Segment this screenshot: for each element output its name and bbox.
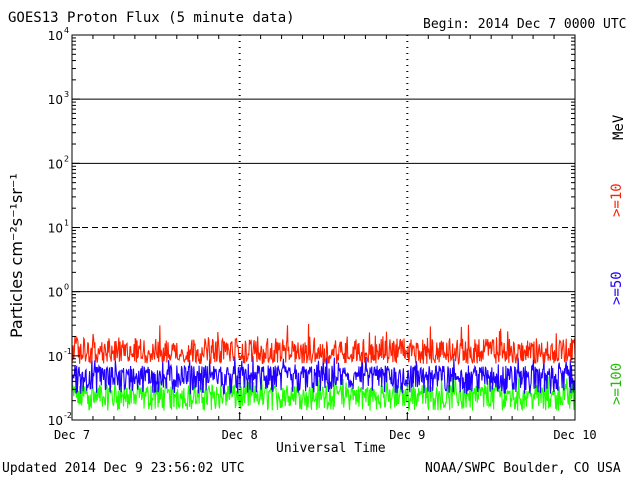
x-axis-label: Universal Time [276,441,386,456]
unit-label: MeV [611,114,627,140]
x-tick-label-3: Dec 10 [553,428,596,442]
ge50-label: >=50 [609,271,625,305]
y-tick-label-2: 10 [48,286,63,300]
y-tick-exp-4: 2 [64,154,69,163]
ge100-label: >=100 [609,362,625,405]
y-tick-exp-1: -1 [64,347,72,356]
x-tick-label-0: Dec 7 [54,428,90,442]
y-tick-exp-6: 4 [64,26,69,35]
y-tick-exp-5: 3 [64,90,69,99]
credit: NOAA/SWPC Boulder, CO USA [425,461,621,476]
y-tick-exp-0: -2 [64,411,72,420]
series-line-1 [71,356,576,395]
y-tick-label-4: 10 [48,157,63,171]
y-tick-exp-3: 1 [64,219,69,228]
y-tick-label-5: 10 [48,93,63,107]
series-line-0 [71,323,576,366]
begin-time: Begin: 2014 Dec 7 0000 UTC [423,17,627,32]
updated-time: Updated 2014 Dec 9 23:56:02 UTC [2,461,245,476]
y-tick-label-1: 10 [48,350,63,364]
y-tick-label-6: 10 [48,29,63,43]
ge10-label: >=10 [609,183,625,217]
y-tick-label-3: 10 [48,222,63,236]
y-tick-exp-2: 0 [64,283,69,292]
y-axis-label: Particles cm⁻²s⁻¹sr⁻¹ [7,173,26,338]
series-line-2 [71,375,576,412]
x-tick-label-2: Dec 9 [389,428,425,442]
y-tick-label-0: 10 [48,414,63,428]
chart-title: GOES13 Proton Flux (5 minute data) [8,10,295,26]
x-tick-label-1: Dec 8 [222,428,258,442]
